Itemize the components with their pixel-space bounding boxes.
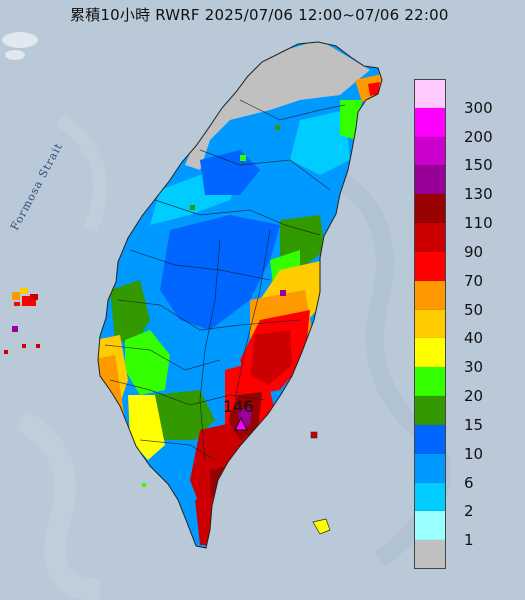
legend-label: 30	[464, 358, 484, 377]
legend-label: 150	[464, 156, 493, 175]
legend-label: 130	[464, 185, 493, 204]
legend-swatch	[414, 396, 446, 425]
legend-label: 300	[464, 98, 493, 117]
penghu-islands	[4, 288, 40, 354]
zone-gray-north	[185, 42, 370, 170]
zone-green-west	[110, 280, 150, 345]
legend-swatch	[414, 136, 446, 166]
legend-label: 70	[464, 271, 484, 290]
legend-swatch	[414, 338, 446, 368]
liuqiu-island	[142, 483, 146, 487]
legend-label: 50	[464, 300, 484, 319]
legend-swatch	[414, 482, 446, 512]
zone-dark-blue	[160, 215, 280, 330]
legend-label: 200	[464, 127, 493, 146]
green-island	[310, 431, 318, 439]
legend-label: 1	[464, 531, 474, 550]
legend-swatch	[414, 424, 446, 454]
color-legend: 300 200 150 130 110 90 70 50 40 30 20 15 10 6 2 1	[414, 79, 510, 569]
legend-swatch	[414, 223, 446, 252]
cloud-patches	[2, 32, 38, 60]
legend-swatch	[414, 367, 446, 397]
legend-swatch	[414, 107, 446, 137]
legend-swatch	[414, 165, 446, 195]
legend-swatch	[414, 280, 446, 310]
legend-swatch	[414, 309, 446, 339]
legend-label: 10	[464, 444, 484, 463]
legend-swatch	[414, 251, 446, 281]
legend-label: 110	[464, 214, 493, 233]
legend-swatch	[414, 194, 446, 224]
taiwan-outline	[97, 41, 383, 549]
peak-marker-icon	[234, 416, 248, 431]
orchid-island	[312, 518, 331, 535]
map-title: 累積10小時 RWRF 2025/07/06 12:00~07/06 22:00	[70, 6, 449, 24]
legend-label: 20	[464, 387, 484, 406]
legend-label: 6	[464, 473, 474, 492]
legend-label: 2	[464, 502, 474, 521]
legend-swatch	[414, 453, 446, 483]
legend-swatch	[414, 511, 446, 541]
legend-label: 90	[464, 242, 484, 261]
legend-swatch	[414, 79, 446, 108]
legend-swatch	[414, 540, 446, 569]
legend-label: 40	[464, 329, 484, 348]
county-borders	[104, 99, 346, 461]
peak-value-label: 146	[223, 397, 254, 416]
legend-label: 15	[464, 415, 484, 434]
